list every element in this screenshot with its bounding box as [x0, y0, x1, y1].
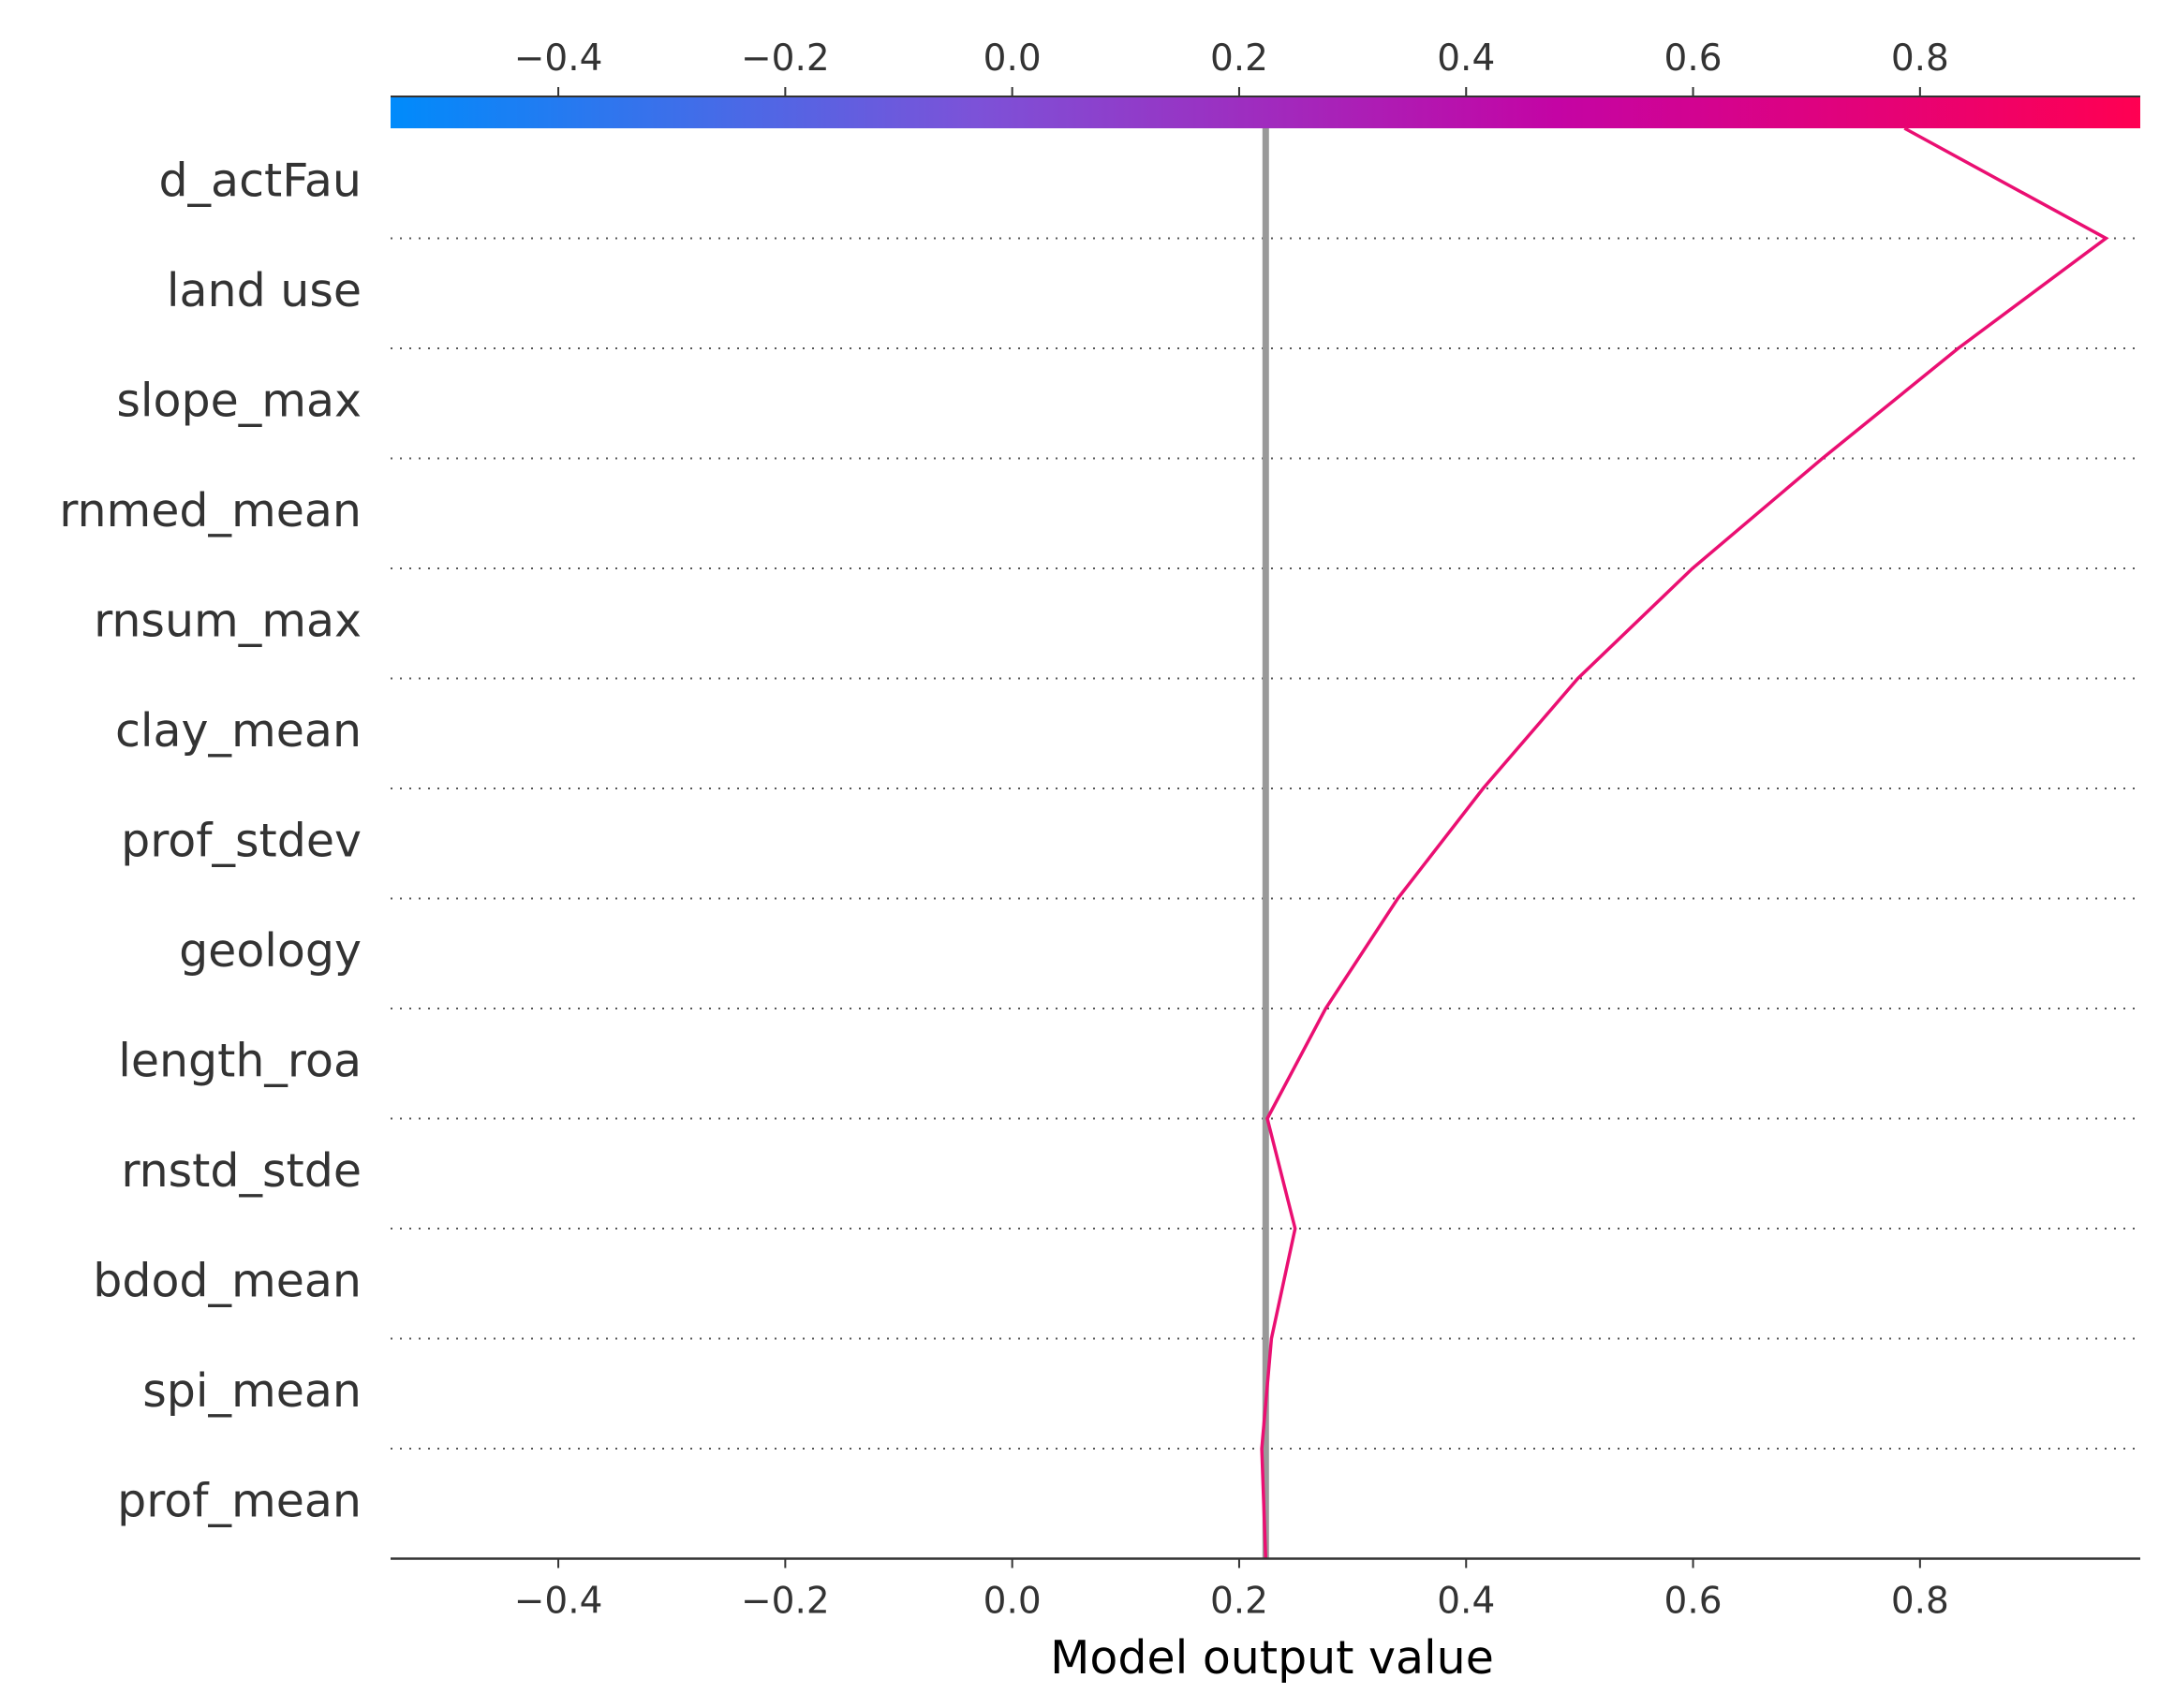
top-tick-label: 0.2	[1210, 37, 1268, 80]
x-tick-label: −0.2	[741, 1581, 830, 1623]
colorbar-gradient	[391, 96, 2140, 128]
feature-label: geology	[179, 924, 362, 978]
x-axis-title: Model output value	[1050, 1631, 1494, 1685]
feature-label: spi_mean	[142, 1364, 362, 1418]
feature-label: slope_max	[116, 374, 362, 427]
feature-label: rnstd_stde	[121, 1144, 362, 1198]
top-tick-label: 0.8	[1891, 37, 1949, 80]
feature-label: rnmed_mean	[59, 484, 362, 537]
x-tick-label: 0.6	[1664, 1581, 1723, 1623]
top-tick-label: −0.4	[514, 37, 603, 80]
top-tick-label: 0.6	[1664, 37, 1723, 80]
decision-path-group	[1260, 126, 2109, 1559]
feature-label: bdod_mean	[93, 1254, 362, 1307]
feature-label: length_roa	[118, 1034, 362, 1087]
top-tick-label: 0.4	[1437, 37, 1495, 80]
x-tick-label: 0.4	[1437, 1581, 1495, 1623]
x-tick-label: −0.4	[514, 1581, 603, 1623]
feature-label: d_actFau	[158, 154, 362, 207]
feature-label: prof_stdev	[121, 814, 362, 867]
x-tick-label: 0.8	[1891, 1581, 1949, 1623]
x-tick-label: 0.0	[983, 1581, 1042, 1623]
feature-label: rnsum_max	[94, 594, 362, 647]
feature-label: land use	[167, 264, 362, 317]
feature-label: clay_mean	[115, 704, 362, 758]
x-tick-label: 0.2	[1210, 1581, 1268, 1623]
top-tick-label: 0.0	[983, 37, 1042, 80]
decision-path-line	[1260, 126, 2109, 1559]
feature-label: prof_mean	[117, 1474, 362, 1527]
colorbar: −0.4 −0.2 0.0 0.2 0.4 0.6 0.8	[391, 37, 2140, 128]
top-tick-label: −0.2	[741, 37, 830, 80]
grid-lines	[391, 237, 2140, 1450]
x-axis: −0.4 −0.2 0.0 0.2 0.4 0.6 0.8	[391, 1557, 2140, 1623]
